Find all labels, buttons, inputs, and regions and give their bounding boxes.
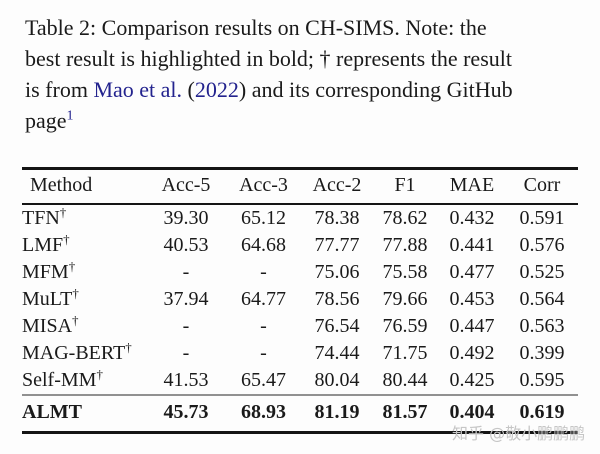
- value-cell: 79.66: [382, 288, 428, 310]
- column-header-f1: F1: [372, 167, 438, 205]
- value-cell: 0.477: [449, 261, 495, 283]
- value-cell: 0.563: [519, 315, 565, 337]
- value-cell: 81.19: [302, 394, 372, 434]
- value-cell: 0.492: [449, 342, 495, 364]
- value-cell: 0.595: [519, 369, 565, 391]
- table-caption: Table 2: Comparison results on CH-SIMS. …: [25, 12, 581, 136]
- value-cell: 40.53: [163, 234, 209, 256]
- results-table: Method Acc-5 Acc-3 Acc-2 F1 MAE Corr TFN† 39.30…: [22, 167, 578, 434]
- value-cell: 78.62: [382, 207, 428, 229]
- dagger-mark: †: [96, 366, 103, 382]
- value-cell: 77.77: [314, 234, 360, 256]
- value-cell: 0.576: [519, 234, 565, 256]
- value-cell: -: [182, 261, 190, 283]
- value-cell: 65.47: [241, 369, 286, 391]
- method-cell: LMF†: [22, 231, 70, 256]
- caption-line-2: best result is highlighted in bold; † re…: [25, 43, 581, 74]
- citation-link[interactable]: Mao et al.: [93, 77, 183, 102]
- value-cell: 0.399: [519, 342, 565, 364]
- value-cell: 0.432: [449, 207, 495, 229]
- caption-text: Table 2: Comparison results on CH-SIMS. …: [25, 15, 487, 40]
- table-row: MFM† - - 75.06 75.58 0.477 0.525: [22, 259, 578, 286]
- method-cell: MFM†: [22, 258, 76, 283]
- column-header-corr: Corr: [506, 167, 578, 205]
- dagger-mark: †: [63, 231, 70, 247]
- value-cell: -: [260, 261, 267, 283]
- value-cell: 81.57: [372, 394, 438, 434]
- value-cell: 77.88: [382, 234, 428, 256]
- column-header-acc-5: Acc-5: [147, 167, 225, 205]
- caption-line-4: page1: [25, 105, 581, 136]
- zhihu-watermark: 知乎 @敬小鹏鹏鹏: [452, 424, 586, 443]
- column-header-acc-2: Acc-2: [302, 167, 372, 205]
- footnote-link[interactable]: 1: [66, 108, 74, 124]
- value-cell: 0.453: [449, 288, 495, 310]
- dagger-mark: †: [72, 285, 79, 301]
- citation-year-link[interactable]: 2022: [194, 77, 239, 102]
- value-cell: 0.525: [519, 261, 565, 283]
- value-cell: 75.06: [314, 261, 360, 283]
- value-cell: 76.54: [314, 315, 360, 337]
- value-cell: 76.59: [382, 315, 428, 337]
- table-row: ALMT 45.73 68.93 81.19 81.57 0.404 0.619: [22, 394, 578, 434]
- value-cell: -: [260, 315, 267, 337]
- method-cell: MAG-BERT†: [22, 339, 132, 364]
- table-row: MAG-BERT† - - 74.44 71.75 0.492 0.399: [22, 340, 578, 367]
- value-cell: 80.44: [382, 369, 428, 391]
- column-header-method: Method: [22, 167, 147, 205]
- value-cell: 0.564: [519, 288, 565, 310]
- value-cell: 45.73: [147, 394, 225, 434]
- table-row: MISA† - - 76.54 76.59 0.447 0.563: [22, 313, 578, 340]
- method-cell: Self-MM†: [22, 366, 103, 391]
- dagger-mark: †: [72, 312, 79, 328]
- method-cell: MISA†: [22, 312, 79, 337]
- dagger-mark: †: [68, 258, 76, 274]
- value-cell: 64.77: [241, 288, 286, 310]
- value-cell: -: [182, 342, 190, 364]
- value-cell: -: [182, 315, 190, 337]
- value-cell: 37.94: [163, 288, 209, 310]
- value-cell: 75.58: [382, 261, 428, 283]
- value-cell: 39.30: [163, 207, 209, 229]
- method-cell: MuLT†: [22, 285, 79, 310]
- table-row: Self-MM† 41.53 65.47 80.04 80.44 0.425 0.595: [22, 367, 578, 395]
- table-body: TFN† 39.30 65.12 78.38 78.62 0.432 0.591 LMF† 40…: [22, 204, 578, 395]
- table-row: LMF† 40.53 64.68 77.77 77.88 0.441 0.576: [22, 232, 578, 259]
- value-cell: 65.12: [241, 207, 286, 229]
- value-cell: 0.425: [449, 369, 495, 391]
- caption-text: best result is highlighted in bold; † re…: [25, 46, 512, 71]
- dagger-mark: †: [125, 339, 132, 355]
- value-cell: 41.53: [163, 369, 209, 391]
- column-header-mae: MAE: [438, 167, 506, 205]
- caption-text: page: [25, 108, 67, 133]
- dagger-mark: †: [59, 204, 67, 220]
- value-cell: 0.447: [449, 315, 495, 337]
- value-cell: 71.75: [382, 342, 428, 364]
- value-cell: 78.38: [314, 207, 360, 229]
- value-cell: 80.04: [314, 369, 360, 391]
- value-cell: 0.441: [449, 234, 495, 256]
- value-cell: 0.404: [438, 394, 506, 434]
- method-cell: TFN†: [22, 204, 67, 229]
- table-row: TFN† 39.30 65.12 78.38 78.62 0.432 0.591: [22, 204, 578, 232]
- value-cell: 64.68: [241, 234, 286, 256]
- column-header-acc-3: Acc-3: [225, 167, 302, 205]
- method-cell: ALMT: [22, 394, 147, 434]
- value-cell: 0.591: [519, 207, 565, 229]
- caption-text: (: [182, 77, 195, 102]
- caption-line-3: is from Mao et al. (2022) and its corres…: [25, 74, 581, 105]
- caption-text: is from: [25, 77, 94, 102]
- caption-text: ) and its corresponding GitHub: [238, 77, 513, 102]
- value-cell: 0.619: [506, 394, 578, 434]
- table-header-row: Method Acc-5 Acc-3 Acc-2 F1 MAE Corr: [22, 167, 578, 205]
- value-cell: 78.56: [314, 288, 360, 310]
- table-best-row-body: ALMT 45.73 68.93 81.19 81.57 0.404 0.619: [22, 394, 578, 434]
- table-row: MuLT† 37.94 64.77 78.56 79.66 0.453 0.564: [22, 286, 578, 313]
- caption-line-1: Table 2: Comparison results on CH-SIMS. …: [25, 12, 581, 43]
- value-cell: 68.93: [225, 394, 302, 434]
- value-cell: -: [260, 342, 267, 364]
- value-cell: 74.44: [314, 342, 360, 364]
